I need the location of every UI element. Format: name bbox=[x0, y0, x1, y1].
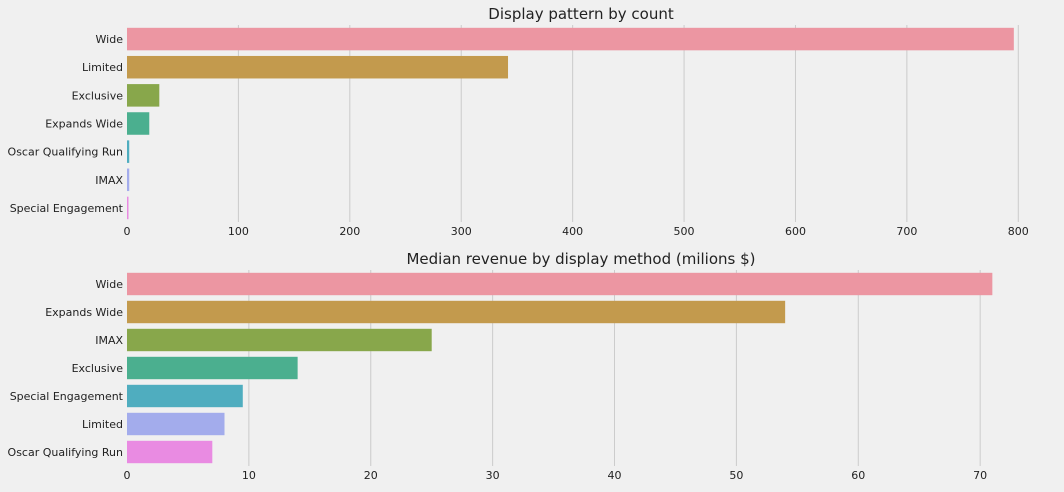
x-tick-label: 50 bbox=[729, 469, 743, 482]
display-pattern-count-chart: Wide Limited Exclusive Expands Wide Oscar Qu… bbox=[8, 5, 1029, 238]
y-tick-label: Special Engagement bbox=[10, 202, 124, 215]
bar-limited bbox=[127, 55, 509, 79]
x-tick-label: 200 bbox=[339, 225, 360, 238]
bar-expands-wide bbox=[127, 112, 150, 135]
display-pattern-chart-title: Display pattern by count bbox=[488, 5, 674, 23]
y-tick-label: Special Engagement bbox=[10, 390, 124, 403]
x-tick-label: 700 bbox=[896, 225, 917, 238]
y-tick-label: Wide bbox=[96, 278, 124, 291]
x-tick-label: 10 bbox=[242, 469, 256, 482]
median-revenue-chart: Wide Expands Wide IMAX Exclusive Special Eng… bbox=[8, 250, 993, 482]
bar-imax bbox=[127, 168, 130, 192]
bar-imax bbox=[127, 328, 432, 352]
x-tick-label: 30 bbox=[486, 469, 500, 482]
bar-wide bbox=[127, 272, 993, 296]
x-tick-label: 0 bbox=[124, 225, 131, 238]
y-tick-label: Oscar Qualifying Run bbox=[8, 446, 123, 459]
y-tick-label: IMAX bbox=[95, 174, 123, 187]
x-tick-label: 600 bbox=[785, 225, 806, 238]
x-tick-label: 60 bbox=[851, 469, 865, 482]
x-tick-label: 300 bbox=[451, 225, 472, 238]
bar-limited bbox=[127, 412, 225, 436]
x-tick-label: 0 bbox=[124, 469, 131, 482]
y-tick-label: Wide bbox=[96, 33, 124, 46]
x-tick-label: 100 bbox=[228, 225, 249, 238]
bar-wide bbox=[127, 27, 1014, 51]
median-revenue-chart-title: Median revenue by display method (milion… bbox=[406, 250, 755, 268]
bar-expands-wide bbox=[127, 300, 786, 324]
x-tick-label: 400 bbox=[562, 225, 583, 238]
bar-special-engagement bbox=[127, 196, 129, 220]
bar-oscar-qualifying-run bbox=[127, 440, 213, 464]
y-tick-label: Limited bbox=[82, 418, 123, 431]
x-tick-label: 20 bbox=[364, 469, 378, 482]
x-tick-label: 800 bbox=[1008, 225, 1029, 238]
bar-special-engagement bbox=[127, 384, 243, 408]
y-tick-label: Limited bbox=[82, 61, 123, 74]
y-tick-label: Expands Wide bbox=[45, 118, 123, 131]
bar-exclusive bbox=[127, 84, 160, 107]
y-tick-label: Expands Wide bbox=[45, 306, 123, 319]
x-tick-label: 40 bbox=[608, 469, 622, 482]
y-tick-label: IMAX bbox=[95, 334, 123, 347]
bar-exclusive bbox=[127, 356, 298, 380]
y-tick-label: Exclusive bbox=[72, 89, 124, 102]
x-tick-label: 70 bbox=[973, 469, 987, 482]
y-tick-label: Exclusive bbox=[72, 362, 124, 375]
y-tick-label: Oscar Qualifying Run bbox=[8, 146, 123, 159]
x-tick-label: 500 bbox=[674, 225, 695, 238]
bar-oscar-qualifying-run bbox=[127, 140, 130, 163]
